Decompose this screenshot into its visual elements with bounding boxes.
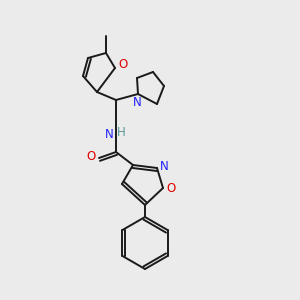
Text: O: O xyxy=(118,58,127,70)
Text: H: H xyxy=(117,127,125,140)
Text: O: O xyxy=(86,151,96,164)
Text: N: N xyxy=(133,97,141,110)
Text: N: N xyxy=(160,160,168,172)
Text: O: O xyxy=(167,182,176,194)
Text: N: N xyxy=(105,128,113,142)
